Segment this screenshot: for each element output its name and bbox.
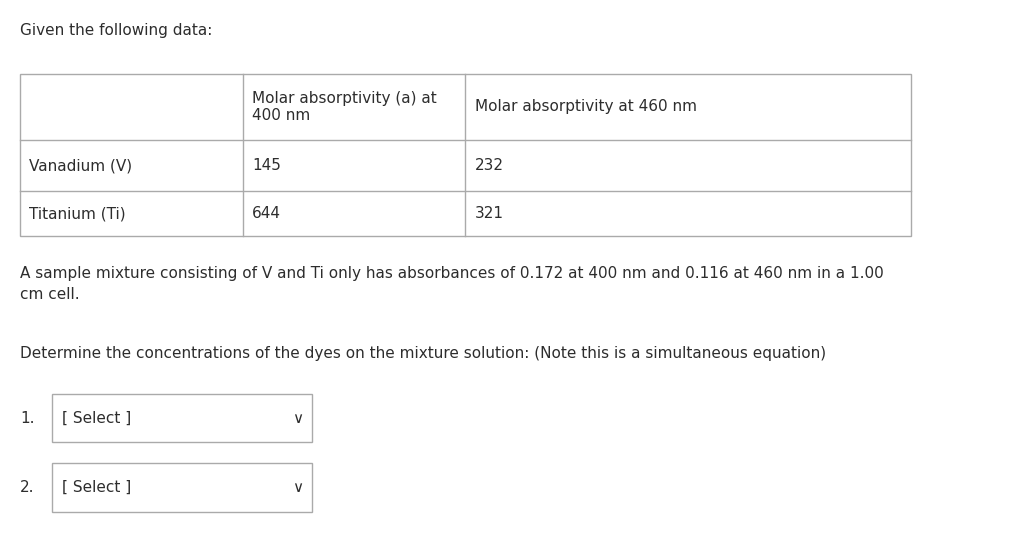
Text: [ Select ]: [ Select ] bbox=[62, 411, 130, 426]
Text: Molar absorptivity at 460 nm: Molar absorptivity at 460 nm bbox=[474, 99, 696, 114]
Text: 145: 145 bbox=[252, 158, 280, 173]
Text: Vanadium (V): Vanadium (V) bbox=[30, 158, 132, 173]
Text: 321: 321 bbox=[474, 206, 503, 221]
Bar bbox=[20, 74, 910, 236]
Text: 2.: 2. bbox=[20, 480, 35, 495]
Text: Determine the concentrations of the dyes on the mixture solution: (Note this is : Determine the concentrations of the dyes… bbox=[20, 346, 825, 361]
Text: ∨: ∨ bbox=[291, 480, 303, 495]
Text: Given the following data:: Given the following data: bbox=[20, 23, 212, 38]
Bar bbox=[52, 463, 312, 512]
Text: ∨: ∨ bbox=[291, 411, 303, 426]
Bar bbox=[52, 394, 312, 442]
Text: Titanium (Ti): Titanium (Ti) bbox=[30, 206, 125, 221]
Text: 1.: 1. bbox=[20, 411, 35, 426]
Text: 232: 232 bbox=[474, 158, 503, 173]
Text: A sample mixture consisting of V and Ti only has absorbances of 0.172 at 400 nm : A sample mixture consisting of V and Ti … bbox=[20, 266, 882, 302]
Text: [ Select ]: [ Select ] bbox=[62, 480, 130, 495]
Text: 644: 644 bbox=[252, 206, 280, 221]
Text: Molar absorptivity (a) at
400 nm: Molar absorptivity (a) at 400 nm bbox=[252, 91, 436, 123]
